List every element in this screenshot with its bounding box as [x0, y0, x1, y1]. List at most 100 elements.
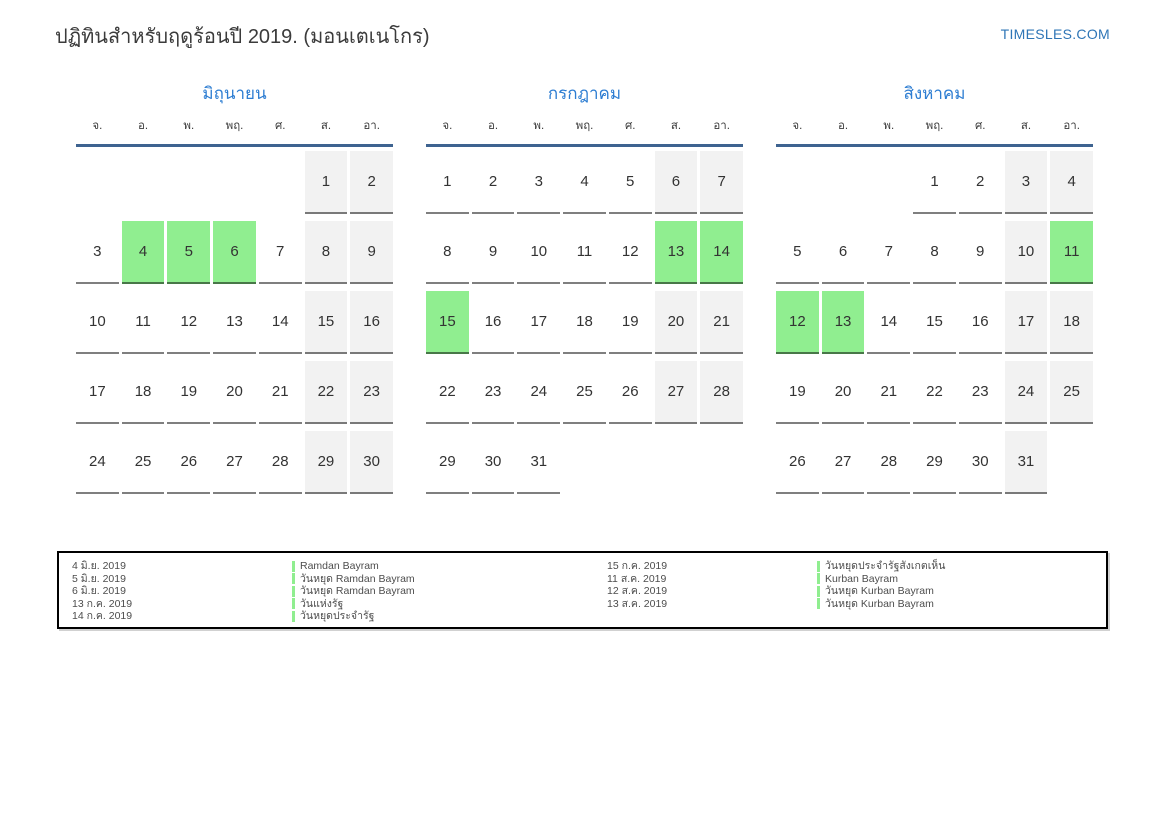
legend-date: 5 มิ.ย. 2019 — [72, 572, 126, 585]
day-cell: 23 — [958, 361, 1002, 424]
legend-holiday-name: วันหยุด Kurban Bayram — [817, 585, 934, 598]
legend-box: 4 มิ.ย. 2019 Ramdan Bayram 5 มิ.ย. 2019 วัน… — [57, 551, 1108, 629]
day-cell: 4 — [1050, 151, 1093, 214]
day-cell: 25 — [1050, 361, 1093, 424]
day-cell: 12 — [776, 291, 819, 354]
day-cell: 6 — [213, 221, 256, 284]
month-block: มิถุนายน จ. อ. พ. พฤ. ศ. ส. อา. 1 2 3 4 5 6 7 8 9 10 11 12 1… — [76, 82, 393, 494]
day-cell: 3 — [517, 151, 561, 214]
day-cell: 7 — [258, 221, 302, 284]
day-cell: 22 — [426, 361, 469, 424]
day-cell: 22 — [304, 361, 348, 424]
day-cell: 15 — [426, 291, 469, 354]
weekday-row: จ. อ. พ. พฤ. ศ. ส. อา. — [426, 117, 743, 147]
legend-holiday-name: วันหยุด Ramdan Bayram — [292, 573, 415, 586]
day-cell: 11 — [563, 221, 606, 284]
legend-column-left: 4 มิ.ย. 2019 Ramdan Bayram 5 มิ.ย. 2019 วัน… — [72, 560, 607, 627]
holiday-marker-icon — [817, 573, 820, 585]
day-cell: 16 — [350, 291, 393, 354]
weekday-label: พฤ. — [925, 120, 944, 132]
day-cell: 1 — [304, 151, 348, 214]
day-cell: 17 — [76, 361, 119, 424]
weekday-label: ศ. — [624, 120, 636, 132]
empty-cell — [259, 151, 302, 214]
day-cell: 28 — [700, 361, 743, 424]
legend-holiday-name: วันแห่งรัฐ — [292, 598, 343, 611]
day-cell: 2 — [350, 151, 393, 214]
legend-holiday-label: วันหยุดประจำรัฐสังเกตเห็น — [825, 560, 946, 572]
day-cell: 2 — [471, 151, 515, 214]
day-cell: 21 — [258, 361, 302, 424]
day-cell: 13 — [654, 221, 698, 284]
weekday-label: พฤ. — [225, 120, 244, 132]
day-cell: 19 — [167, 361, 211, 424]
weekday-label: ส. — [1020, 120, 1032, 132]
weekday-row: จ. อ. พ. พฤ. ศ. ส. อา. — [76, 117, 393, 147]
weekday-label: ศ. — [274, 120, 286, 132]
empty-cell — [700, 431, 743, 494]
weekday-label: พ. — [533, 120, 545, 132]
day-cell: 6 — [654, 151, 698, 214]
weekday-label: อ. — [838, 120, 849, 132]
weekday-label: จ. — [92, 120, 103, 132]
empty-cell — [609, 431, 652, 494]
legend-holiday-label: วันแห่งรัฐ — [300, 597, 344, 610]
legend-holiday-name: วันหยุดประจำรัฐ — [292, 610, 374, 623]
empty-cell — [1050, 431, 1093, 494]
day-cell: 30 — [471, 431, 515, 494]
legend-date: 14 ก.ค. 2019 — [72, 610, 133, 622]
day-cell: 19 — [776, 361, 819, 424]
legend-row: 4 มิ.ย. 2019 Ramdan Bayram — [72, 560, 607, 573]
day-cell: 20 — [821, 361, 865, 424]
holiday-marker-icon — [292, 585, 295, 597]
day-cell: 10 — [1004, 221, 1048, 284]
day-cell: 24 — [76, 431, 119, 494]
month-block: สิงหาคม จ. อ. พ. พฤ. ศ. ส. อา. 1 2 3 4 5 6 7 8 9 10 11 12 13… — [776, 82, 1093, 494]
legend-holiday-label: วันหยุด Kurban Bayram — [825, 585, 934, 597]
day-cell: 5 — [776, 221, 819, 284]
legend-row: 6 มิ.ย. 2019 วันหยุด Ramdan Bayram — [72, 585, 607, 598]
weekday-row: จ. อ. พ. พฤ. ศ. ส. อา. — [776, 117, 1093, 147]
legend-row: 12 ส.ค. 2019 วันหยุด Kurban Bayram — [607, 585, 1106, 598]
day-cell: 3 — [76, 221, 119, 284]
day-cell: 27 — [213, 431, 256, 494]
day-cell: 2 — [958, 151, 1002, 214]
weekday-label: จ. — [792, 120, 803, 132]
legend-date: 13 ส.ค. 2019 — [607, 597, 668, 610]
weekday-label: อา. — [363, 120, 380, 132]
weekday-label: พ. — [883, 120, 895, 132]
holiday-marker-icon — [817, 598, 820, 610]
legend-date: 6 มิ.ย. 2019 — [72, 585, 126, 597]
day-cell: 23 — [350, 361, 393, 424]
day-cell: 1 — [913, 151, 956, 214]
day-cell: 26 — [608, 361, 652, 424]
empty-cell — [822, 151, 865, 214]
legend-date: 4 มิ.ย. 2019 — [72, 560, 126, 572]
day-cell: 16 — [958, 291, 1002, 354]
day-cell: 9 — [471, 221, 515, 284]
day-cell: 8 — [913, 221, 956, 284]
empty-cell — [776, 151, 819, 214]
day-cell: 13 — [213, 291, 256, 354]
day-cell: 31 — [517, 431, 561, 494]
empty-cell — [563, 431, 606, 494]
empty-cell — [213, 151, 256, 214]
legend-holiday-label: วันหยุดประจำรัฐ — [300, 610, 375, 622]
empty-cell — [76, 151, 119, 214]
month-block: กรกฎาคม จ. อ. พ. พฤ. ศ. ส. อา. 1 2 3 4 5 6 7 8 9 10 11 12 13… — [426, 82, 743, 494]
legend-date: 15 ก.ค. 2019 — [607, 560, 668, 572]
site-link[interactable]: TIMESLES.COM — [1000, 26, 1110, 42]
day-cell: 4 — [563, 151, 606, 214]
day-cell: 10 — [76, 291, 119, 354]
day-cell: 20 — [213, 361, 256, 424]
empty-cell — [867, 151, 910, 214]
legend-date: 12 ส.ค. 2019 — [607, 585, 668, 597]
legend-holiday-name: Kurban Bayram — [817, 573, 898, 586]
legend-row: 11 ส.ค. 2019 Kurban Bayram — [607, 573, 1106, 586]
day-cell: 8 — [304, 221, 348, 284]
weekday-label: ส. — [320, 120, 332, 132]
day-cell: 25 — [121, 431, 165, 494]
day-cell: 18 — [121, 361, 165, 424]
day-cell: 12 — [167, 291, 211, 354]
month-title: มิถุนายน — [202, 84, 267, 103]
